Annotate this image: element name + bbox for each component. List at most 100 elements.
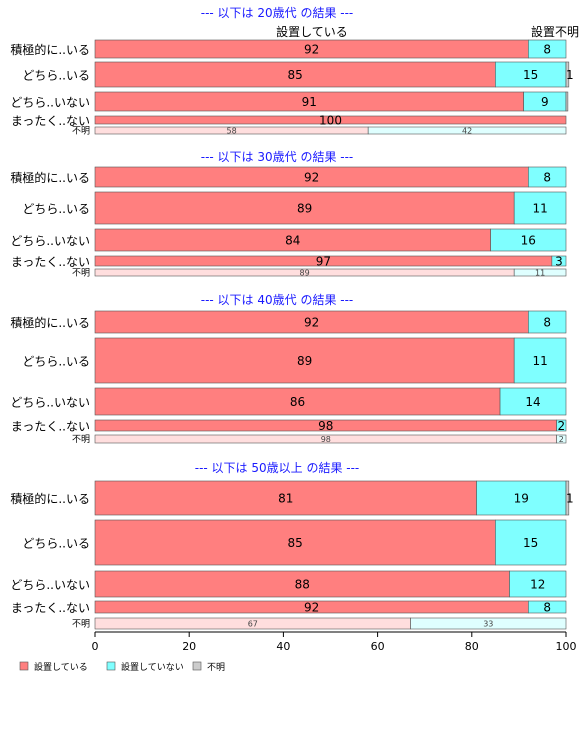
bar-segment [556, 434, 567, 444]
bar-segment [565, 91, 569, 112]
chart-panel-2: --- 以下は 30歳代 の結果 --- 積極的に..いる 92 8 どちら..いる 89… [10, 150, 567, 279]
data-label: 97 [316, 255, 331, 269]
bar-segment [556, 419, 567, 432]
data-label: 33 [483, 620, 493, 629]
data-label: 86 [290, 395, 305, 409]
bar-segment [94, 387, 501, 416]
category-label: まったく..ない [11, 420, 90, 434]
category-label: 不明 [72, 434, 90, 445]
data-label: 2 [557, 419, 565, 433]
data-label: 92 [304, 171, 319, 185]
data-label: 88 [295, 578, 310, 592]
bar-segment [495, 519, 567, 566]
data-label: 85 [288, 68, 303, 82]
data-label: 1 [566, 492, 574, 506]
category-label: どちら..いない [10, 234, 90, 248]
tick-label: 80 [465, 640, 479, 653]
legend-swatch [19, 661, 29, 671]
data-label: 3 [555, 255, 563, 269]
category-label: 積極的に..いる [10, 42, 90, 57]
panel-title: --- 以下は 40歳代 の結果 --- [201, 293, 354, 307]
data-label: 12 [530, 578, 545, 592]
data-label: 91 [302, 95, 317, 109]
legend-swatch [192, 661, 202, 671]
category-label: どちら..いる [22, 355, 90, 369]
tick-label: 0 [92, 640, 99, 653]
tick-label: 100 [556, 640, 577, 653]
bar-segment [528, 310, 567, 334]
data-label: 42 [462, 127, 472, 136]
data-label: 84 [285, 234, 300, 248]
panel-title: --- 以下は 20歳代 の結果 --- [201, 6, 354, 20]
bar-segment [509, 570, 567, 598]
legend-entry: 不明 [192, 661, 225, 673]
data-label: 16 [521, 234, 536, 248]
bar-segment [513, 337, 567, 384]
data-label: 89 [297, 354, 312, 368]
data-label: 8 [543, 601, 551, 615]
bar-segment [94, 519, 496, 566]
bar-segment [565, 480, 570, 516]
data-label: 11 [532, 202, 547, 216]
bar-segment [94, 337, 515, 384]
bar-segment [94, 570, 510, 598]
bar-segment [528, 166, 567, 188]
category-label: どちら..いる [22, 69, 90, 83]
data-label: 19 [514, 492, 529, 506]
category-label: どちら..いる [22, 537, 90, 551]
data-label: 89 [300, 269, 310, 278]
category-label: どちら..いる [22, 202, 90, 216]
data-label: 15 [523, 68, 538, 82]
category-label: 積極的に..いる [10, 170, 90, 185]
header-label-unknown: 設置不明 [531, 24, 579, 39]
data-label: 2 [559, 435, 564, 444]
bar-segment [528, 600, 567, 614]
chart-panel-3: --- 以下は 40歳代 の結果 --- 積極的に..いる 92 8 どちら..いる 89… [10, 293, 567, 445]
bar-segment [94, 191, 515, 225]
bar-segment [94, 115, 567, 125]
bar-segment [94, 61, 496, 88]
data-label: 92 [304, 43, 319, 57]
legend-label: 不明 [207, 662, 225, 673]
bar-segment [410, 617, 567, 630]
data-label: 11 [532, 354, 547, 368]
category-label: 不明 [72, 619, 90, 630]
category-label: 不明 [72, 126, 90, 137]
data-label: 81 [278, 492, 293, 506]
legend-label: 設置している [34, 661, 88, 673]
tick-label: 60 [371, 640, 385, 653]
bar-segment [94, 480, 477, 516]
panel-title: --- 以下は 30歳代 の結果 --- [201, 150, 354, 164]
x-axis: 0 20 40 60 80 100 [92, 631, 577, 653]
legend-entry: 設置している [19, 661, 88, 673]
data-label: 15 [523, 536, 538, 550]
data-label: 8 [543, 43, 551, 57]
data-label: 85 [288, 536, 303, 550]
category-label: 積極的に..いる [10, 315, 90, 330]
data-label: 9 [541, 95, 549, 109]
data-label: 100 [319, 114, 342, 128]
category-label: 不明 [72, 268, 90, 279]
data-label: 14 [525, 395, 540, 409]
data-label: 67 [248, 620, 258, 629]
category-label: どちら..いない [10, 96, 90, 110]
bar-segment [513, 268, 567, 277]
bar-segment [499, 387, 567, 416]
category-label: まったく..ない [11, 255, 90, 269]
legend-swatch [106, 661, 116, 671]
bar-segment [367, 126, 567, 135]
data-label: 89 [297, 202, 312, 216]
bar-segment [565, 61, 570, 88]
data-label: 92 [304, 316, 319, 330]
data-label: 8 [543, 316, 551, 330]
tick-label: 40 [276, 640, 290, 653]
bar-segment [551, 255, 567, 267]
legend-label: 設置していない [121, 661, 184, 673]
panel-title: --- 以下は 50歳以上 の結果 --- [195, 461, 360, 475]
header-label-installed: 設置している [276, 24, 348, 39]
data-label: 1 [566, 68, 574, 82]
bar-segment [513, 191, 567, 225]
chart-panel-4: --- 以下は 50歳以上 の結果 --- 積極的に..いる 81 19 1 どちら..い… [10, 461, 573, 630]
